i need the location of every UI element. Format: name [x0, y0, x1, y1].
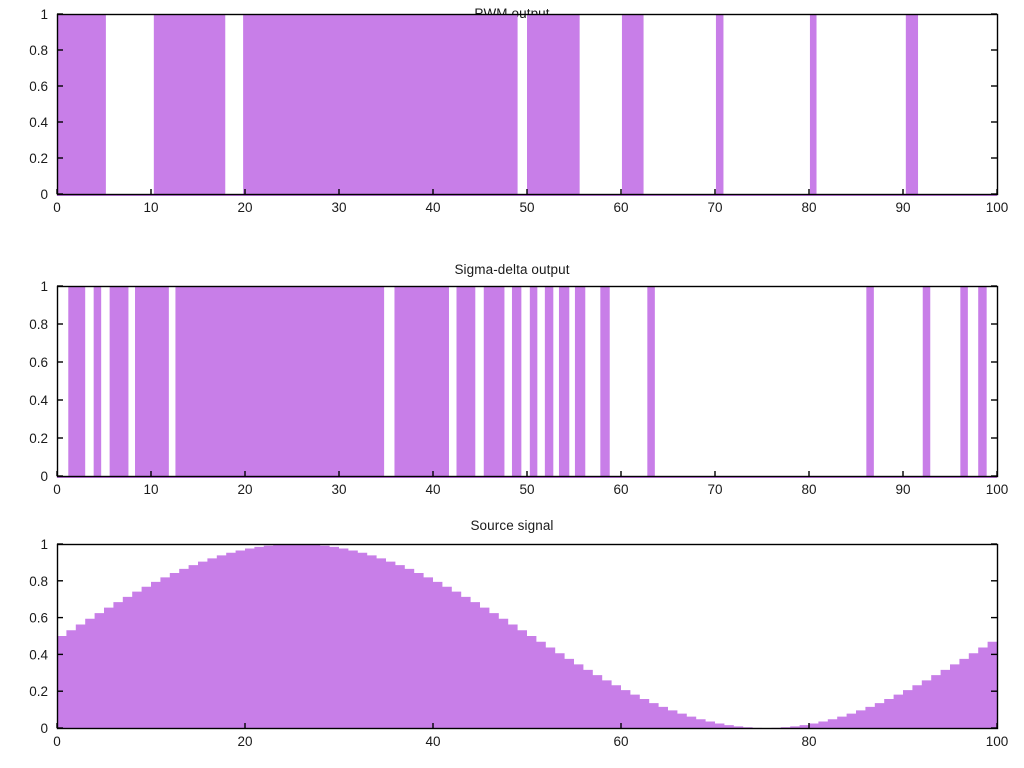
xtick-label-pwm-10: 100 — [986, 200, 1009, 215]
ytick-label-sigma-4: 0.8 — [29, 317, 48, 332]
axis-frame-sigma — [56, 285, 999, 478]
plot-title-source: Source signal — [470, 518, 554, 533]
ytick-label-source-1: 0.2 — [29, 684, 48, 699]
xtick-label-source-1: 20 — [237, 734, 252, 749]
ytick-label-source-0: 0 — [40, 721, 48, 736]
ytick-label-sigma-5: 1 — [40, 279, 48, 294]
ytick-label-pwm-4: 0.8 — [29, 43, 48, 58]
xtick-label-pwm-2: 20 — [237, 200, 252, 215]
ytick-label-pwm-2: 0.4 — [29, 115, 48, 130]
xtick-label-sigma-8: 80 — [801, 482, 816, 497]
xtick-label-source-4: 80 — [801, 734, 816, 749]
xtick-label-sigma-1: 10 — [143, 482, 158, 497]
ytick-label-source-3: 0.6 — [29, 611, 48, 626]
ytick-label-source-4: 0.8 — [29, 574, 48, 589]
ytick-label-source-2: 0.4 — [29, 647, 48, 662]
xtick-label-pwm-6: 60 — [613, 200, 628, 215]
plot-title-sigma: Sigma-delta output — [454, 262, 570, 277]
xtick-label-source-0: 0 — [53, 734, 61, 749]
xtick-label-pwm-7: 70 — [707, 200, 722, 215]
axis-frame-pwm — [56, 13, 999, 196]
ytick-label-sigma-2: 0.4 — [29, 393, 48, 408]
plot-canvas-sigma: 0 10 20 30 40 50 60 70 80 90 100 0 0.2 0.4 0.6 0.8 1 — [29, 279, 1009, 497]
xtick-label-sigma-4: 40 — [425, 482, 440, 497]
xtick-label-pwm-8: 80 — [801, 200, 816, 215]
xtick-label-sigma-0: 0 — [53, 482, 61, 497]
xtick-label-sigma-10: 100 — [986, 482, 1009, 497]
xtick-label-pwm-5: 50 — [519, 200, 534, 215]
xtick-label-sigma-3: 30 — [331, 482, 346, 497]
plot-panel-source: Source signal 0 20 40 60 80 100 0 0.2 0.4 0.6 0.8 1 — [0, 512, 1024, 768]
xtick-label-sigma-6: 60 — [613, 482, 628, 497]
plot-panel-sigma: Sigma-delta output 0 10 20 30 40 50 60 70 80 90 10… — [0, 256, 1024, 512]
xtick-label-sigma-9: 90 — [895, 482, 910, 497]
ytick-label-pwm-0: 0 — [40, 187, 48, 202]
xtick-label-pwm-3: 30 — [331, 200, 346, 215]
data-series-sigma — [57, 286, 997, 478]
xtick-label-source-3: 60 — [613, 734, 628, 749]
axis-frame-source — [56, 543, 999, 730]
xtick-label-pwm-9: 90 — [895, 200, 910, 215]
ytick-label-sigma-3: 0.6 — [29, 355, 48, 370]
ytick-label-pwm-3: 0.6 — [29, 79, 48, 94]
xtick-label-sigma-7: 70 — [707, 482, 722, 497]
xtick-label-sigma-5: 50 — [519, 482, 534, 497]
xtick-label-pwm-4: 40 — [425, 200, 440, 215]
data-series-source — [57, 544, 997, 728]
xtick-label-source-2: 40 — [425, 734, 440, 749]
data-series-pwm — [57, 14, 997, 196]
ytick-label-pwm-5: 1 — [40, 7, 48, 22]
xtick-label-pwm-1: 10 — [143, 200, 158, 215]
ytick-label-source-5: 1 — [40, 537, 48, 552]
plot-canvas-pwm: 0 10 20 30 40 50 60 70 80 90 100 0 0.2 0.4 0.6 0.8 1 — [29, 7, 1009, 215]
plot-canvas-source: 0 20 40 60 80 100 0 0.2 0.4 0.6 0.8 1 — [29, 537, 1009, 749]
xtick-label-source-5: 100 — [986, 734, 1009, 749]
ytick-label-sigma-0: 0 — [40, 469, 48, 484]
ytick-label-pwm-1: 0.2 — [29, 151, 48, 166]
xtick-label-sigma-2: 20 — [237, 482, 252, 497]
ytick-label-sigma-1: 0.2 — [29, 431, 48, 446]
xtick-label-pwm-0: 0 — [53, 200, 61, 215]
plot-panel-pwm: PWM output 0 10 20 30 40 50 60 70 80 90 100 0 0.2 0.4… — [0, 0, 1024, 256]
